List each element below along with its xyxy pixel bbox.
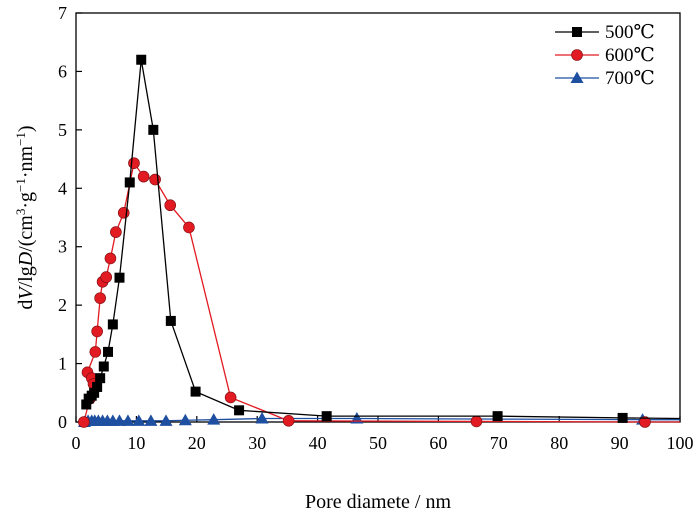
data-point bbox=[183, 221, 195, 234]
legend-marker bbox=[571, 49, 583, 61]
data-point bbox=[110, 226, 122, 238]
data-point bbox=[100, 271, 112, 283]
y-label-part: 3 bbox=[13, 209, 28, 216]
data-point bbox=[114, 272, 125, 283]
legend-label: 600℃ bbox=[605, 45, 655, 66]
x-axis-label: Pore diamete / nm bbox=[305, 491, 452, 513]
data-point bbox=[639, 416, 651, 428]
x-tick-label: 80 bbox=[550, 433, 568, 453]
data-point bbox=[164, 199, 177, 212]
series-0 bbox=[81, 54, 681, 423]
data-point bbox=[112, 414, 126, 426]
data-point bbox=[224, 391, 237, 404]
data-point bbox=[617, 412, 628, 423]
y-label-part: ·nm bbox=[15, 145, 37, 178]
series-1 bbox=[78, 157, 680, 428]
data-point bbox=[121, 414, 135, 426]
legend-label: 500℃ bbox=[605, 22, 655, 43]
data-point bbox=[282, 415, 295, 427]
y-tick-label: 1 bbox=[58, 354, 67, 374]
data-point bbox=[321, 411, 332, 422]
data-point bbox=[91, 325, 103, 338]
data-series bbox=[77, 54, 681, 428]
data-point bbox=[137, 170, 150, 183]
data-point bbox=[89, 387, 100, 398]
data-point bbox=[128, 157, 140, 169]
data-point bbox=[136, 54, 147, 65]
data-point bbox=[178, 413, 192, 426]
data-point bbox=[92, 381, 103, 392]
data-point bbox=[148, 124, 159, 135]
plot-frame bbox=[75, 12, 681, 423]
data-point bbox=[78, 416, 90, 428]
y-label-part: −1 bbox=[13, 132, 28, 146]
data-point bbox=[81, 399, 92, 410]
x-tick-label: 90 bbox=[611, 433, 629, 453]
x-tick-label: 0 bbox=[72, 433, 81, 453]
legend-marker bbox=[572, 27, 582, 37]
data-point bbox=[159, 414, 173, 426]
y-tick-label: 6 bbox=[58, 61, 67, 81]
y-tick-label: 5 bbox=[58, 120, 67, 140]
data-point bbox=[350, 411, 364, 424]
y-axis-ticks: 0 1 2 3 4 5 6 7 bbox=[58, 3, 82, 432]
data-point bbox=[165, 315, 176, 326]
legend-label: 700℃ bbox=[605, 68, 655, 89]
y-tick-label: 4 bbox=[58, 178, 67, 198]
data-point bbox=[107, 319, 118, 330]
data-point bbox=[255, 411, 269, 424]
series-2 bbox=[77, 411, 680, 427]
data-point bbox=[94, 292, 106, 304]
x-tick-label: 10 bbox=[127, 433, 145, 453]
x-tick-label: 70 bbox=[490, 433, 508, 453]
y-tick-label: 3 bbox=[58, 237, 67, 257]
y-label-part: ) bbox=[15, 125, 37, 132]
data-point bbox=[104, 252, 117, 265]
data-point bbox=[117, 207, 130, 219]
data-point bbox=[124, 177, 135, 188]
y-label-part: −1 bbox=[13, 178, 28, 192]
x-tick-label: 50 bbox=[369, 433, 387, 453]
x-tick-label: 30 bbox=[248, 433, 266, 453]
y-label-part: d bbox=[15, 300, 37, 310]
y-label-part: /lg bbox=[15, 266, 37, 287]
y-tick-label: 7 bbox=[58, 3, 67, 23]
y-label-part: V bbox=[15, 285, 37, 300]
x-tick-label: 60 bbox=[429, 433, 447, 453]
data-point bbox=[89, 346, 102, 358]
y-label-part: D bbox=[15, 251, 37, 267]
data-point bbox=[144, 414, 158, 426]
y-label-part: /(cm bbox=[15, 215, 37, 252]
series-line bbox=[85, 59, 681, 420]
data-point bbox=[470, 415, 483, 428]
data-point bbox=[234, 405, 245, 416]
data-point bbox=[207, 413, 221, 425]
y-axis-label: dV/lgD/(cm3·g−1·nm−1) bbox=[13, 125, 38, 309]
x-tick-label: 20 bbox=[188, 433, 206, 453]
data-point bbox=[95, 373, 106, 384]
data-point bbox=[132, 414, 146, 426]
legend-marker bbox=[570, 71, 584, 83]
y-tick-label: 2 bbox=[58, 295, 67, 315]
y-label-part: ·g bbox=[15, 192, 37, 209]
x-tick-label: 100 bbox=[667, 433, 694, 453]
y-tick-label: 0 bbox=[58, 412, 67, 432]
data-point bbox=[149, 173, 161, 186]
data-point bbox=[492, 411, 503, 422]
data-point bbox=[190, 386, 201, 397]
x-tick-label: 40 bbox=[309, 433, 327, 453]
data-point bbox=[103, 346, 114, 357]
data-point bbox=[98, 361, 109, 372]
